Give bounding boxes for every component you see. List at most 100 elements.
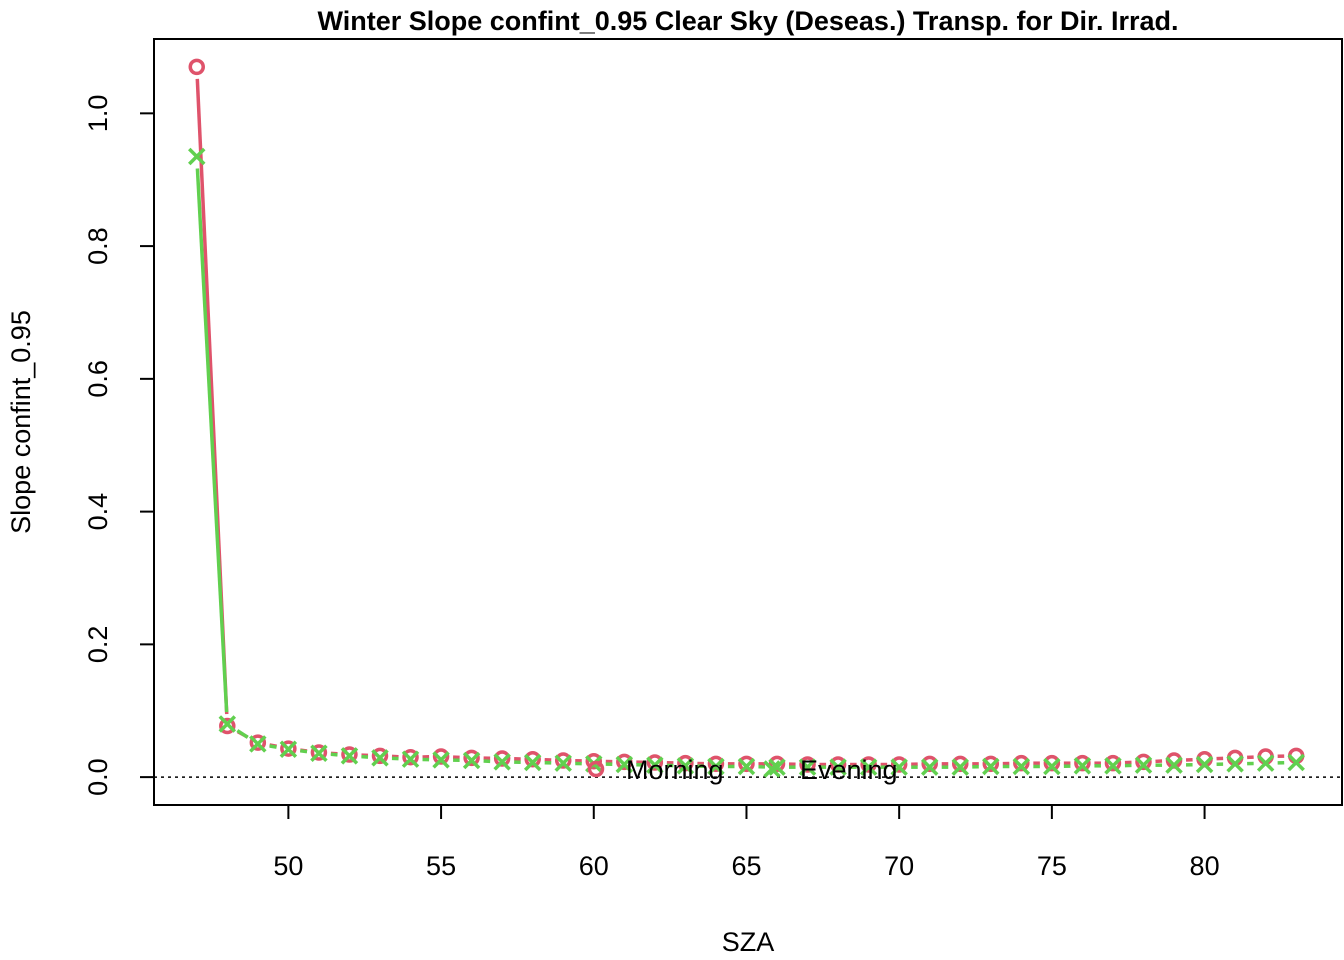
data-point-evening xyxy=(249,735,267,753)
data-point-morning xyxy=(677,754,694,772)
y-axis: 0.0 0.2 0.4 0.6 0.8 1.0 xyxy=(83,95,155,796)
x-axis: 50 55 60 65 70 75 80 xyxy=(273,804,1220,881)
data-point-evening xyxy=(982,757,1000,776)
data-point-morning xyxy=(524,750,541,768)
data-point-evening xyxy=(523,753,542,772)
series-line-segment-evening xyxy=(236,729,249,739)
data-point-evening xyxy=(1195,755,1214,774)
data-point-evening xyxy=(829,758,847,776)
data-point-evening xyxy=(737,757,756,776)
data-point-evening xyxy=(798,758,817,776)
series-line-segment-evening xyxy=(330,752,338,757)
data-point-evening xyxy=(1287,753,1305,772)
plot-frame xyxy=(153,38,1343,806)
data-point-evening xyxy=(401,750,420,768)
x-tick-label: 60 xyxy=(579,851,609,881)
data-point-evening xyxy=(218,715,237,733)
legend-label-evening: Evening xyxy=(800,755,898,785)
chart-title: Winter Slope confint_0.95 Clear Sky (Des… xyxy=(317,6,1178,36)
data-point-morning xyxy=(432,748,450,765)
data-point-morning xyxy=(1104,754,1122,772)
data-point-evening xyxy=(432,751,450,769)
data-point-morning xyxy=(1074,754,1091,772)
data-point-evening xyxy=(1104,757,1122,775)
y-tick-label: 0.6 xyxy=(83,360,113,398)
y-tick-label: 0.8 xyxy=(83,227,113,265)
data-point-morning xyxy=(952,755,969,773)
y-tick-label: 0.4 xyxy=(83,493,113,531)
data-point-evening xyxy=(462,751,481,770)
data-point-evening xyxy=(676,757,695,775)
data-point-morning xyxy=(585,752,603,770)
data-point-morning xyxy=(738,755,755,773)
data-point-morning xyxy=(616,753,633,771)
data-point-evening xyxy=(1073,757,1092,775)
legend-item-morning: Morning xyxy=(587,755,724,785)
data-point-evening xyxy=(768,758,786,776)
legend-label-morning: Morning xyxy=(626,755,724,785)
data-point-morning xyxy=(554,752,572,769)
data-point-evening xyxy=(554,754,572,772)
data-point-morning xyxy=(1013,754,1030,772)
data-point-evening xyxy=(890,758,908,776)
data-point-evening xyxy=(310,744,328,762)
data-point-evening xyxy=(371,749,389,767)
legend-marker-morning xyxy=(587,760,605,778)
data-point-morning xyxy=(402,748,419,766)
data-point-evening xyxy=(1134,756,1153,774)
data-point-morning xyxy=(280,740,297,757)
data-point-morning xyxy=(463,749,480,767)
series-line-segment-evening xyxy=(300,749,308,754)
series-layer xyxy=(188,58,1305,776)
x-tick-label: 50 xyxy=(273,851,303,881)
data-point-morning xyxy=(188,58,206,76)
data-point-morning xyxy=(829,756,847,773)
legend-item-evening: Evening xyxy=(763,755,898,785)
data-point-morning xyxy=(1043,754,1061,772)
data-point-morning xyxy=(249,734,267,751)
data-point-evening xyxy=(1012,757,1031,776)
y-tick-label: 0.0 xyxy=(83,758,113,796)
y-axis-label: Slope confint_0.95 xyxy=(6,310,36,534)
legend-marker-evening xyxy=(763,760,781,778)
data-point-evening xyxy=(615,755,634,774)
x-axis-label: SZA xyxy=(722,927,775,957)
data-point-morning xyxy=(493,750,511,767)
series-line-segment-evening xyxy=(195,168,229,713)
data-point-evening xyxy=(1165,756,1183,774)
legend: Morning Evening xyxy=(587,755,898,785)
data-point-evening xyxy=(646,756,664,774)
data-point-evening xyxy=(859,758,878,776)
y-tick-label: 0.2 xyxy=(83,626,113,664)
data-point-morning xyxy=(860,756,877,773)
data-point-evening xyxy=(188,147,206,166)
data-point-morning xyxy=(371,747,389,765)
data-point-morning xyxy=(707,755,725,773)
data-point-morning xyxy=(890,756,908,773)
data-point-evening xyxy=(1226,755,1244,773)
y-tick-label: 1.0 xyxy=(83,95,113,133)
data-point-evening xyxy=(951,758,969,776)
data-point-morning xyxy=(921,755,938,773)
data-point-morning xyxy=(219,717,236,735)
data-point-morning xyxy=(1135,753,1152,771)
data-point-morning xyxy=(982,755,1000,773)
x-tick-label: 75 xyxy=(1037,851,1067,881)
x-tick-label: 65 xyxy=(731,851,761,881)
data-point-morning xyxy=(646,754,664,771)
data-point-morning xyxy=(310,744,328,761)
data-point-morning xyxy=(768,755,786,773)
data-point-morning xyxy=(341,746,358,763)
data-point-morning xyxy=(799,756,816,773)
data-point-evening xyxy=(279,740,298,758)
data-point-evening xyxy=(707,757,725,776)
data-point-evening xyxy=(493,753,511,771)
x-tick-label: 55 xyxy=(426,851,456,881)
data-point-evening xyxy=(340,747,359,765)
x-tick-label: 70 xyxy=(884,851,914,881)
data-point-evening xyxy=(1043,757,1061,776)
series-morning xyxy=(188,58,1305,773)
series-evening xyxy=(188,147,1305,776)
data-point-evening xyxy=(920,758,939,776)
